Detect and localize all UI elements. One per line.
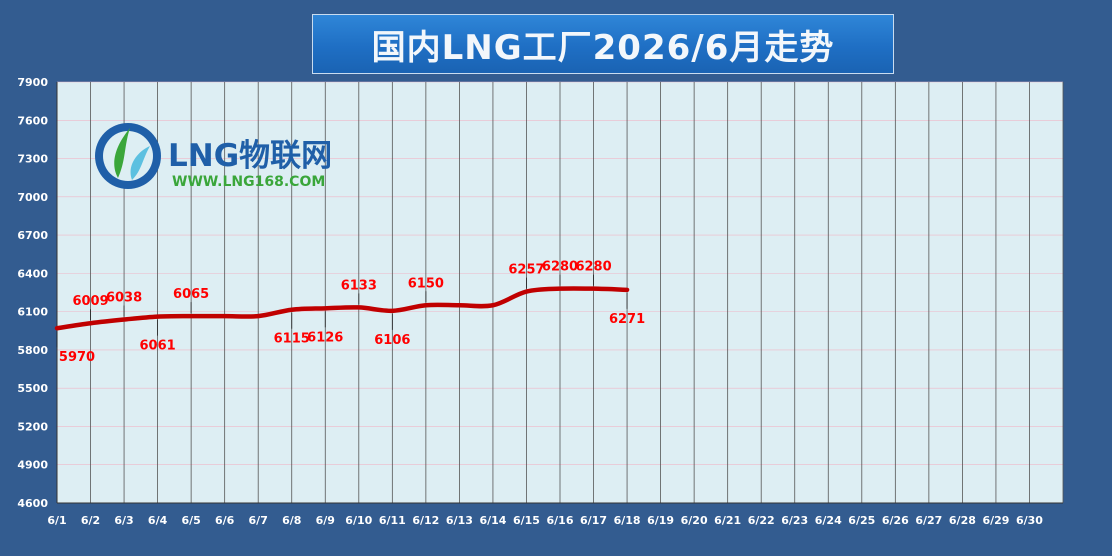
x-tick-label: 6/9 [316, 514, 335, 527]
y-tick-label: 7300 [17, 153, 48, 166]
data-label: 6065 [173, 287, 209, 302]
data-point [290, 308, 294, 312]
x-tick-label: 6/24 [815, 514, 842, 527]
y-tick-label: 5200 [17, 420, 48, 433]
x-tick-label: 6/18 [614, 514, 641, 527]
data-label: 6257 [508, 263, 544, 278]
data-label: 5970 [59, 350, 95, 365]
data-point [357, 305, 361, 309]
data-point [55, 326, 59, 330]
y-tick-label: 5800 [17, 344, 48, 357]
x-tick-label: 6/7 [249, 514, 268, 527]
logo-inner-icon [103, 131, 153, 181]
data-label: 6061 [140, 339, 176, 354]
x-tick-label: 6/22 [748, 514, 775, 527]
x-tick-label: 6/30 [1016, 514, 1043, 527]
x-tick-label: 6/27 [915, 514, 942, 527]
chart-title: 国内LNG工厂2026/6月走势 [312, 14, 894, 74]
data-label: 6106 [374, 333, 410, 348]
data-point [424, 303, 428, 307]
x-tick-label: 6/19 [647, 514, 674, 527]
y-tick-label: 7000 [17, 191, 48, 204]
x-tick-label: 6/13 [446, 514, 473, 527]
data-point [323, 306, 327, 310]
data-point [625, 288, 629, 292]
x-tick-label: 6/20 [681, 514, 708, 527]
data-point [89, 321, 93, 325]
lng-logo: LNG物联网 WWW.LNG168.COM [95, 123, 332, 190]
data-label: 6271 [609, 312, 645, 327]
x-tick-label: 6/14 [479, 514, 506, 527]
y-tick-label: 5500 [17, 382, 48, 395]
y-tick-label: 7600 [17, 114, 48, 127]
x-tick-label: 6/29 [982, 514, 1009, 527]
x-tick-label: 6/1 [47, 514, 66, 527]
data-point [592, 287, 596, 291]
y-tick-label: 6100 [17, 306, 48, 319]
x-tick-label: 6/23 [781, 514, 808, 527]
x-tick-label: 6/11 [379, 514, 406, 527]
data-point [524, 290, 528, 294]
y-tick-label: 4900 [17, 459, 48, 472]
x-tick-label: 6/8 [282, 514, 301, 527]
data-point [189, 314, 193, 318]
data-point [256, 314, 260, 318]
y-tick-label: 7900 [17, 76, 48, 89]
data-point [457, 303, 461, 307]
x-tick-label: 6/28 [949, 514, 976, 527]
data-point [156, 315, 160, 319]
data-label: 6280 [575, 260, 611, 275]
data-point [223, 314, 227, 318]
series-line [54, 286, 630, 331]
x-tick-label: 6/2 [81, 514, 100, 527]
x-tick-label: 6/16 [547, 514, 574, 527]
data-label: 6038 [106, 291, 142, 306]
x-tick-label: 6/5 [181, 514, 200, 527]
data-label: 6150 [408, 276, 444, 291]
x-tick-label: 6/12 [412, 514, 439, 527]
x-tick-label: 6/4 [148, 514, 168, 527]
x-tick-label: 6/17 [580, 514, 607, 527]
x-tick-label: 6/3 [114, 514, 133, 527]
data-label: 6133 [341, 278, 377, 293]
axes: 4600 4900 5200 5500 5800 6100 6400 6700 7000 7300… [17, 76, 1063, 527]
logo-wave-icon [130, 146, 150, 180]
data-point [390, 309, 394, 313]
data-label: 6126 [307, 330, 343, 345]
data-label: 6115 [274, 332, 310, 347]
x-tick-label: 6/25 [848, 514, 875, 527]
x-tick-label: 6/10 [345, 514, 372, 527]
series-layer [54, 286, 630, 331]
y-tick-label: 4600 [17, 497, 48, 510]
logo-url-text: WWW.LNG168.COM [172, 174, 325, 190]
y-tick-label: 6700 [17, 229, 48, 242]
data-point [558, 287, 562, 291]
x-tick-label: 6/26 [882, 514, 909, 527]
x-tick-label: 6/21 [714, 514, 741, 527]
logo-brand-text: LNG物联网 [168, 138, 332, 174]
data-point [491, 303, 495, 307]
x-tick-label: 6/6 [215, 514, 235, 527]
y-tick-label: 6400 [17, 267, 48, 280]
logo-leaf-icon [114, 128, 130, 178]
data-point [122, 318, 126, 322]
data-label: 6280 [542, 260, 578, 275]
data-label: 6009 [72, 294, 108, 309]
x-tick-label: 6/15 [513, 514, 540, 527]
